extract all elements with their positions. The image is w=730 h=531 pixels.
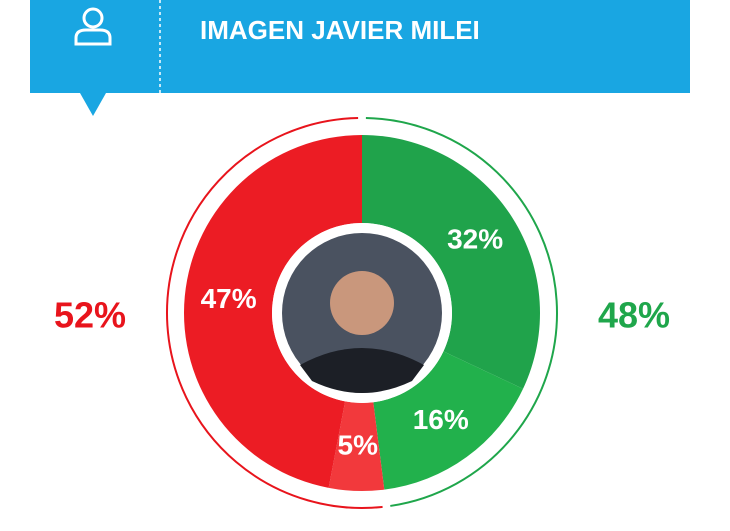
donut-segment [362,135,540,389]
chart-title: IMAGEN JAVIER MILEI [200,15,480,45]
person-icon [74,7,112,46]
segment-label: 5% [338,429,379,460]
segment-label: 32% [447,224,503,255]
total-label: 48% [598,295,670,336]
donut-segment [183,135,362,488]
segment-label: 47% [201,283,257,314]
total-ring [166,117,383,509]
header-bar [30,0,690,93]
photo-face [330,271,394,335]
segment-label: 16% [413,404,469,435]
donut-segment [373,351,524,490]
photo-suit [300,348,424,393]
header-pointer [80,93,106,116]
total-ring [365,117,558,507]
total-label: 52% [54,295,126,336]
donut-segment [328,401,385,491]
